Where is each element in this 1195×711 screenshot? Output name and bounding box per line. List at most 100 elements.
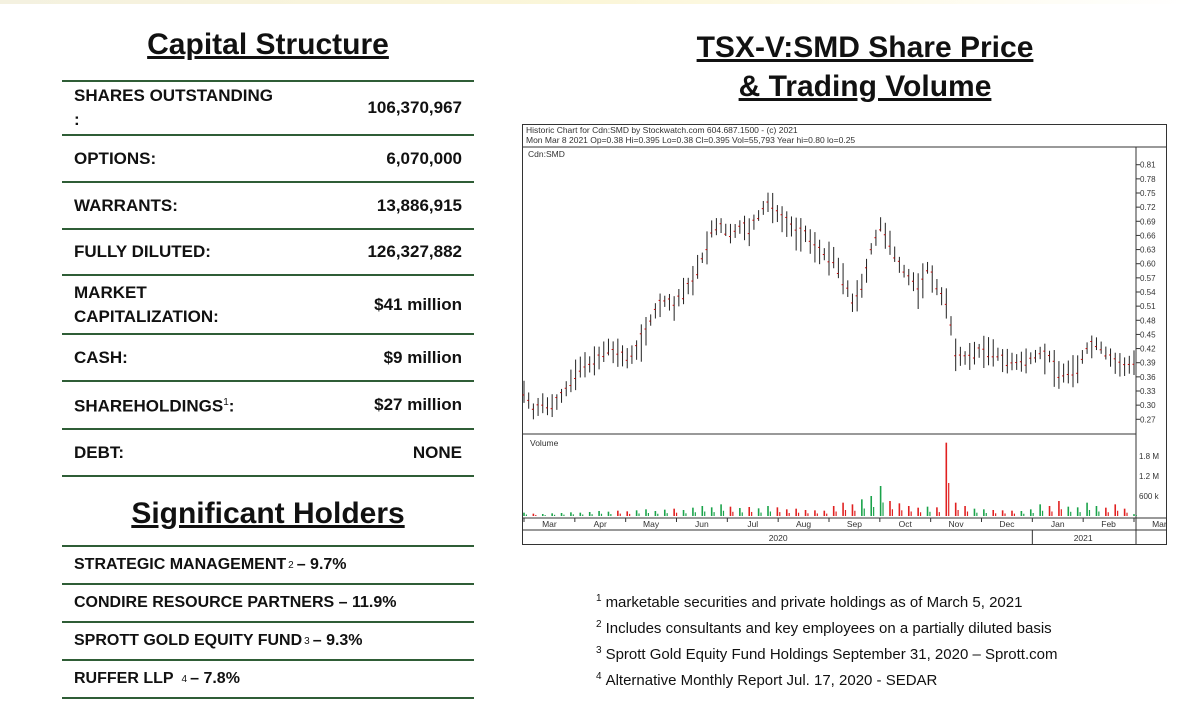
holder-row: SPROTT GOLD EQUITY FUND 3 – 9.3% (62, 621, 474, 659)
volume-tick-label: 1.8 M (1139, 452, 1159, 461)
cap-row-debt: DEBT: NONE (62, 428, 474, 475)
price-tick-label: 0.39 (1140, 359, 1156, 368)
holder-name: SPROTT GOLD EQUITY FUND (74, 632, 303, 649)
price-tick-label: 0.75 (1140, 189, 1156, 198)
chart-symbol: Cdn:SMD (528, 149, 565, 159)
chart-heading-line2: & Trading Volume (738, 70, 992, 103)
footnote-ref: 2 (288, 559, 294, 571)
holder-name: RUFFER LLP (74, 670, 174, 687)
cap-value: $27 million (374, 395, 462, 414)
cap-row-cash: CASH: $9 million (62, 333, 474, 380)
cap-value: 13,886,915 (376, 195, 462, 215)
cap-value: 106,370,967 (367, 98, 462, 117)
holder-name: CONDIRE RESOURCE PARTNERS – 11.9% (74, 594, 397, 611)
holder-name: STRATEGIC MANAGEMENT (74, 556, 287, 573)
chart-header-line2: Mon Mar 8 2021 Op=0.38 Hi=0.395 Lo=0.38 … (526, 135, 855, 145)
cap-value: 126,327,882 (367, 242, 462, 261)
capital-structure-table: SHARES OUTSTANDING : 106,370,967 OPTIONS… (62, 80, 474, 477)
price-tick-label: 0.51 (1140, 302, 1156, 311)
price-ticks: 0.81 0.78 0.75 0.72 0.69 0.66 0.63 0.60 0.57 0.54… (1136, 161, 1156, 424)
price-tick-label: 0.27 (1140, 415, 1156, 424)
price-tick-label: 0.81 (1140, 161, 1156, 170)
year-label: 2021 (1074, 533, 1093, 543)
price-tick-label: 0.54 (1140, 288, 1156, 297)
price-bars (522, 192, 1135, 420)
holders-list: STRATEGIC MANAGEMENT 2– 9.7% CONDIRE RESO… (62, 545, 474, 699)
cap-label: CASH: (74, 347, 128, 367)
month-label: Jun (695, 519, 709, 529)
cap-row-shares-outstanding: SHARES OUTSTANDING : 106,370,967 (62, 80, 474, 134)
footnote-ref: 1 (223, 397, 229, 409)
cap-label: WARRANTS: (74, 195, 178, 215)
chart-frame (522, 124, 1167, 545)
month-label: Nov (949, 519, 965, 529)
year-label: 2020 (769, 533, 788, 543)
footnotes: 1 marketable securities and private holdi… (596, 588, 1156, 692)
month-label: Oct (899, 519, 913, 529)
month-label: Sep (847, 519, 862, 529)
month-label: Mar (1152, 519, 1167, 529)
footnote-number: 3 (596, 645, 602, 656)
price-tick-label: 0.60 (1140, 260, 1156, 269)
stock-chart-svg: Historic Chart for Cdn:SMD by Stockwatch… (522, 124, 1167, 545)
price-tick-label: 0.45 (1140, 330, 1156, 339)
footnote-ref: 3 (304, 635, 310, 647)
cap-value: 6,070,000 (386, 148, 462, 168)
chart-heading-line1: TSX-V:SMD Share Price (696, 31, 1034, 64)
holder-pct: – 9.7% (296, 556, 347, 573)
price-tick-label: 0.69 (1140, 217, 1156, 226)
price-tick-label: 0.42 (1140, 345, 1156, 354)
volume-ticks: 1.8 M 1.2 M 600 k (1139, 452, 1160, 501)
month-label: Jan (1051, 519, 1065, 529)
list-end-rule (62, 697, 474, 699)
chart-heading: TSX-V:SMD Share Price & Trading Volume (600, 28, 1130, 106)
stock-chart: Historic Chart for Cdn:SMD by Stockwatch… (522, 124, 1167, 545)
significant-holders-title: Significant Holders (131, 497, 405, 530)
cap-row-fully-diluted: FULLY DILUTED: 126,327,882 (62, 228, 474, 274)
price-tick-label: 0.33 (1140, 387, 1156, 396)
month-label: Mar (542, 519, 557, 529)
volume-bars (523, 442, 1138, 516)
cap-row-options: OPTIONS: 6,070,000 (62, 134, 474, 181)
footnote-text: Sprott Gold Equity Fund Holdings Septemb… (605, 646, 1058, 663)
month-label: Aug (796, 519, 811, 529)
cap-label: OPTIONS: (74, 148, 157, 168)
price-tick-label: 0.30 (1140, 401, 1156, 410)
cap-label-suffix: : (228, 396, 235, 416)
footnote-3: 3 Sprott Gold Equity Fund Holdings Septem… (596, 640, 1156, 666)
capital-structure-title: Capital Structure (147, 28, 389, 61)
price-tick-label: 0.48 (1140, 316, 1156, 325)
holder-row: RUFFER LLP 4– 7.8% (62, 659, 474, 697)
footnote-text: Alternative Monthly Report Jul. 17, 2020… (605, 672, 938, 689)
price-tick-label: 0.57 (1140, 274, 1156, 283)
footnote-text: Includes consultants and key employees o… (605, 620, 1052, 637)
footnote-number: 2 (596, 619, 602, 630)
price-tick-label: 0.63 (1140, 246, 1156, 255)
holder-pct: – 9.3% (312, 632, 363, 649)
footnote-ref: 4 (181, 673, 188, 685)
cap-label-text: SHAREHOLDINGS (74, 396, 224, 416)
footnote-number: 1 (596, 593, 602, 604)
volume-tick-label: 600 k (1139, 492, 1160, 501)
cap-row-shareholdings: SHAREHOLDINGS1: $27 million (62, 380, 474, 428)
price-tick-label: 0.66 (1140, 231, 1156, 240)
month-label: Dec (999, 519, 1015, 529)
cap-label: FULLY DILUTED: (74, 242, 211, 261)
cap-label: DEBT: (74, 442, 125, 462)
month-label: Jul (747, 519, 758, 529)
cap-row-warrants: WARRANTS: 13,886,915 (62, 181, 474, 228)
holder-row: STRATEGIC MANAGEMENT 2– 9.7% (62, 545, 474, 583)
footnote-number: 4 (596, 671, 602, 682)
price-tick-label: 0.36 (1140, 373, 1156, 382)
volume-tick-label: 1.2 M (1139, 472, 1159, 481)
cap-label: SHARES OUTSTANDING : (74, 86, 273, 129)
cap-label: MARKET CAPITALIZATION: (74, 282, 219, 326)
month-label: Feb (1101, 519, 1116, 529)
cap-value: $9 million (383, 347, 462, 367)
table-end-rule (62, 475, 474, 477)
price-tick-label: 0.72 (1140, 203, 1156, 212)
year-labels: 2020 2021 (769, 530, 1093, 545)
holder-pct: – 7.8% (190, 670, 240, 687)
chart-header-line1: Historic Chart for Cdn:SMD by Stockwatch… (526, 125, 798, 135)
cap-row-market-cap: MARKET CAPITALIZATION: $41 million (62, 274, 474, 333)
